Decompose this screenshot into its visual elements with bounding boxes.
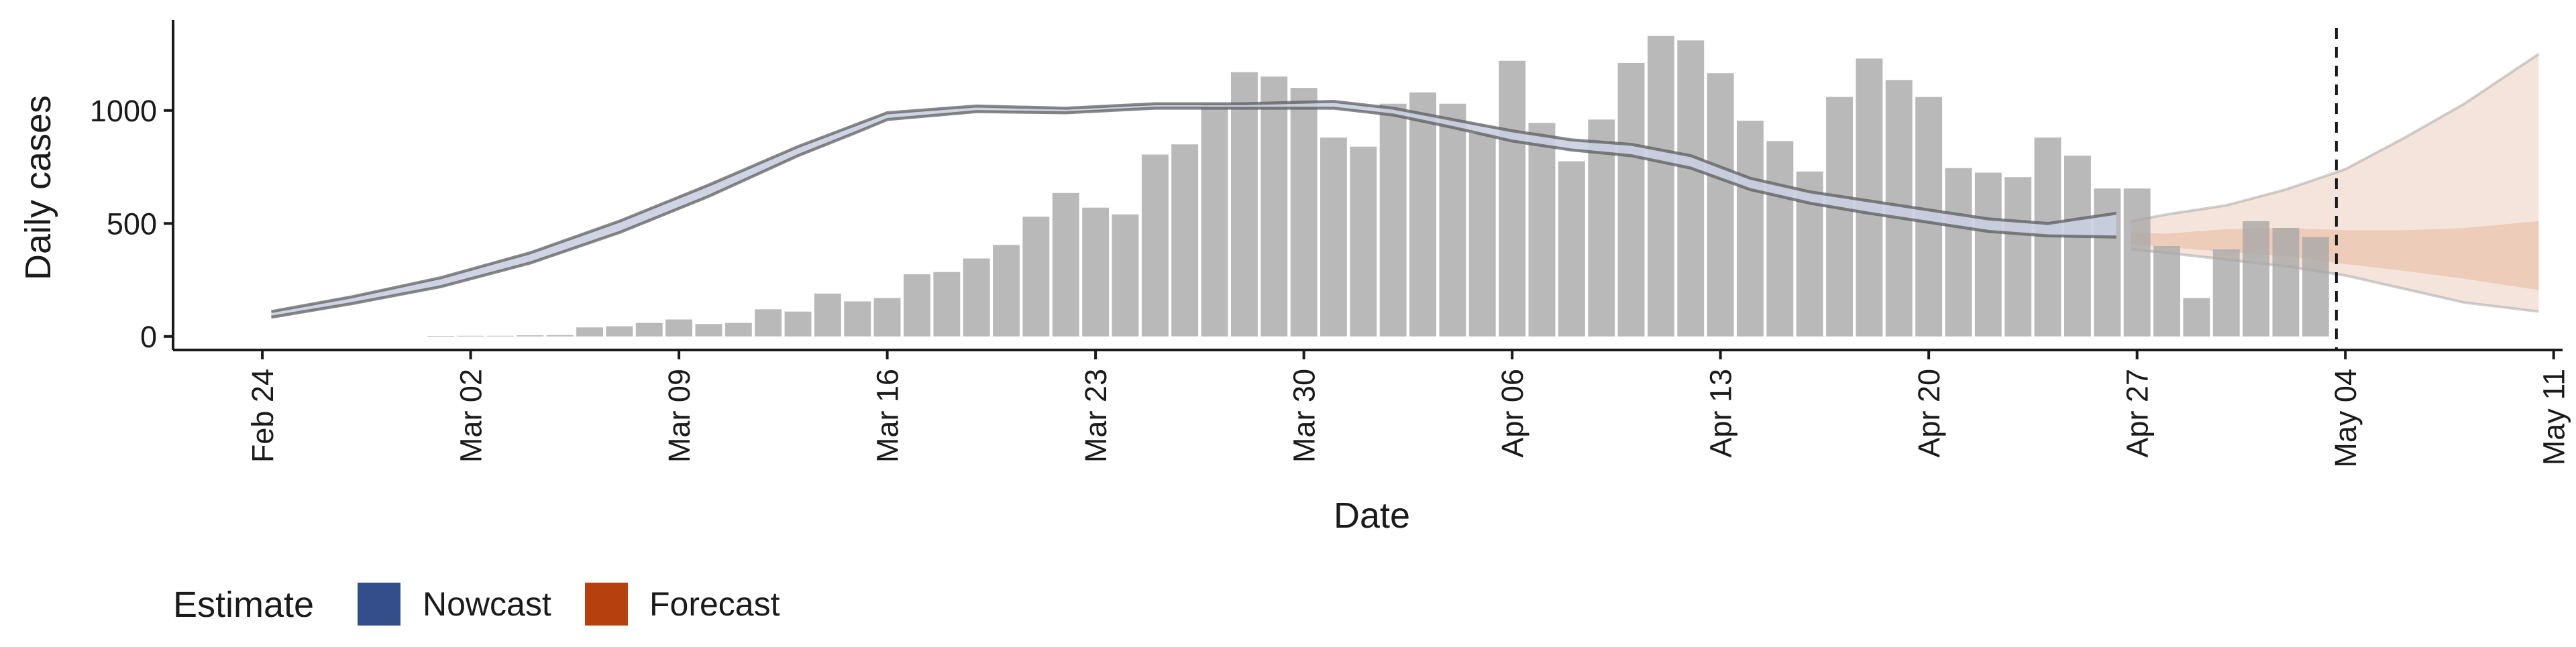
case-bar bbox=[2153, 246, 2180, 337]
case-bar bbox=[1141, 154, 1169, 337]
x-tick-label: Mar 16 bbox=[871, 369, 905, 463]
x-tick-label: Mar 02 bbox=[454, 369, 488, 463]
y-tick-label: 500 bbox=[107, 207, 157, 241]
x-tick-label: May 04 bbox=[2328, 369, 2363, 468]
case-bar bbox=[963, 258, 990, 337]
nowcast-lower-line bbox=[271, 107, 2116, 319]
case-bar bbox=[1171, 144, 1199, 337]
legend-title: Estimate bbox=[173, 585, 314, 625]
case-bar bbox=[487, 335, 514, 337]
forecast-ribbons bbox=[2131, 52, 2540, 313]
case-bar bbox=[1022, 217, 1050, 337]
axes: 0 500 1000 Feb 24 Mar 02 Mar 09 Mar 16 Mar 23 Ma… bbox=[90, 20, 2571, 468]
case-bar bbox=[1558, 161, 1585, 337]
y-axis-title: Daily cases bbox=[18, 95, 58, 280]
nowcast-band bbox=[271, 101, 2116, 318]
x-tick-label: Apr 13 bbox=[1704, 369, 1738, 458]
case-bar bbox=[457, 335, 484, 337]
case-bar bbox=[904, 274, 930, 337]
case-bar bbox=[1528, 123, 1556, 337]
y-tick-label: 1000 bbox=[90, 94, 157, 128]
case-bar bbox=[1617, 63, 1645, 337]
case-bar bbox=[1350, 146, 1377, 337]
case-bar bbox=[1974, 172, 2002, 337]
case-bar bbox=[1588, 119, 1615, 337]
reported-cases-bars bbox=[427, 36, 2329, 337]
case-bar bbox=[606, 326, 633, 337]
nowcast-ribbon bbox=[270, 100, 2116, 319]
x-axis-title: Date bbox=[1334, 495, 1410, 536]
case-bar bbox=[635, 322, 663, 337]
x-tick-label: Mar 23 bbox=[1079, 369, 1113, 463]
case-bar bbox=[873, 298, 901, 337]
x-tick-label: Feb 24 bbox=[246, 369, 280, 463]
case-bar bbox=[933, 272, 961, 337]
x-tick-label: Apr 27 bbox=[2121, 369, 2155, 458]
case-bar bbox=[1082, 207, 1110, 337]
case-bar bbox=[814, 293, 841, 337]
case-bar bbox=[1766, 141, 1794, 337]
forecast-inner-ribbon bbox=[2131, 221, 2539, 290]
case-bar bbox=[665, 319, 692, 337]
case-bar bbox=[2302, 237, 2329, 337]
case-bar bbox=[993, 245, 1020, 337]
case-bar bbox=[1379, 103, 1407, 337]
nowcast-upper-line bbox=[270, 100, 2116, 313]
case-bar bbox=[2272, 228, 2300, 337]
case-bar bbox=[1677, 40, 1705, 337]
case-bar bbox=[1290, 88, 1318, 337]
case-bar bbox=[517, 335, 544, 337]
case-bar bbox=[2183, 298, 2210, 337]
case-bar bbox=[1826, 97, 1853, 337]
x-tick-label: Mar 30 bbox=[1287, 369, 1322, 463]
x-tick-label: Mar 09 bbox=[662, 369, 696, 463]
case-bar bbox=[1439, 103, 1466, 337]
y-tick-label: 0 bbox=[140, 320, 157, 354]
case-bar bbox=[755, 309, 782, 337]
x-tick-label: Apr 20 bbox=[1912, 369, 1946, 458]
case-bar bbox=[1409, 92, 1436, 337]
x-tick-label: May 11 bbox=[2537, 369, 2571, 465]
case-bar bbox=[2064, 156, 2091, 337]
case-bar bbox=[2004, 177, 2032, 337]
case-bar bbox=[2123, 188, 2151, 337]
case-bar bbox=[1052, 192, 1079, 337]
case-bar bbox=[2212, 249, 2240, 337]
case-bar bbox=[1499, 60, 1526, 337]
x-tick-label: Apr 06 bbox=[1495, 369, 1529, 458]
case-bar bbox=[1945, 168, 1972, 337]
case-bar bbox=[1856, 58, 1883, 337]
legend-label-nowcast: Nowcast bbox=[423, 585, 551, 623]
forecast-outer-upper-line bbox=[2131, 52, 2540, 223]
case-bar bbox=[1112, 214, 1139, 337]
case-bar bbox=[546, 335, 574, 337]
case-bar bbox=[576, 327, 603, 337]
case-bar bbox=[2243, 221, 2269, 337]
case-bar bbox=[784, 311, 812, 337]
case-bar bbox=[1737, 121, 1764, 337]
case-bar bbox=[1260, 76, 1288, 337]
case-bar bbox=[1231, 72, 1258, 337]
case-bar bbox=[1468, 133, 1496, 337]
case-bar bbox=[1707, 73, 1734, 337]
legend-key-forecast bbox=[585, 583, 628, 626]
case-bar bbox=[724, 322, 752, 337]
legend: Estimate Nowcast Forecast bbox=[173, 583, 780, 626]
case-bar bbox=[1201, 103, 1228, 337]
legend-label-forecast: Forecast bbox=[649, 585, 780, 623]
legend-key-nowcast bbox=[358, 583, 400, 626]
case-bar bbox=[1320, 137, 1347, 337]
case-bar bbox=[2094, 188, 2121, 337]
case-bar bbox=[844, 301, 871, 337]
case-bar bbox=[695, 324, 722, 337]
case-bar bbox=[1648, 36, 1674, 337]
case-bar bbox=[427, 336, 455, 337]
